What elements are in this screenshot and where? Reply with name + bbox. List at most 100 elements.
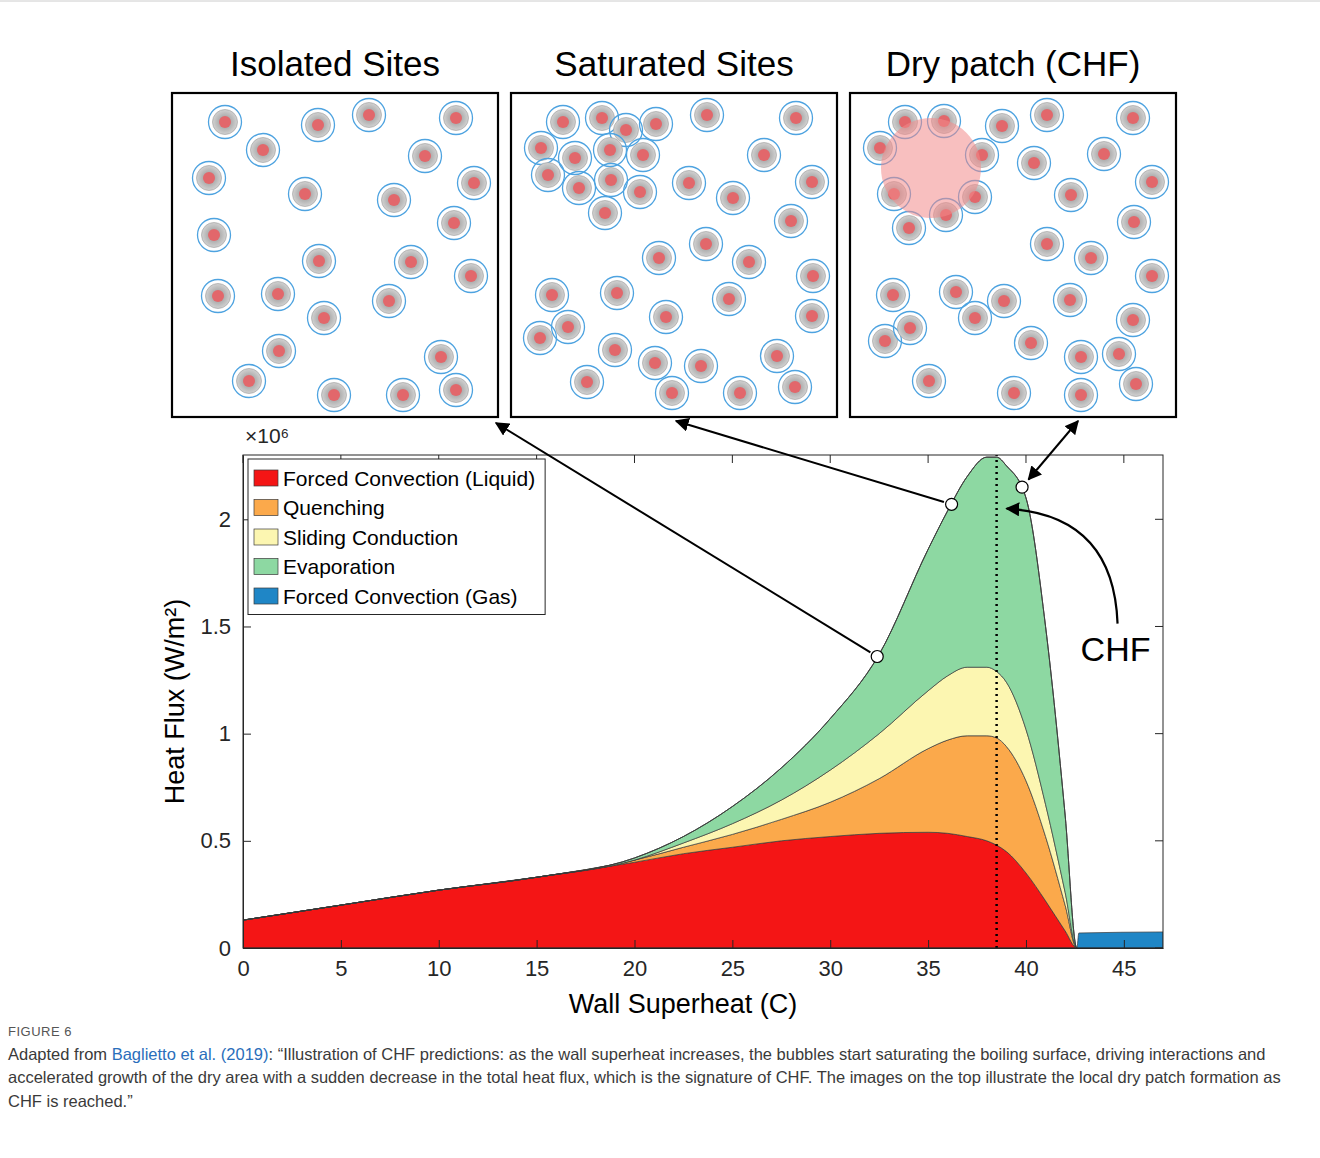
- bubble-core: [388, 194, 400, 206]
- bubble-core: [257, 144, 269, 156]
- bubble: [779, 371, 812, 404]
- bubble-ring: [458, 167, 491, 200]
- bubble-body: [614, 118, 639, 143]
- bubble: [209, 106, 242, 139]
- bubble-core: [1085, 252, 1097, 264]
- bubble: [1031, 228, 1064, 261]
- y-tick: 1: [219, 721, 251, 746]
- bubble: [685, 350, 718, 383]
- bubble-ring: [733, 246, 766, 279]
- bubble-core: [535, 142, 547, 154]
- bubble-ring: [524, 322, 557, 355]
- bubble-body: [1069, 345, 1094, 370]
- caption-prefix: Adapted from: [8, 1045, 112, 1063]
- bubble-core: [998, 295, 1010, 307]
- y-tick-mark-right: [1155, 519, 1163, 520]
- bubble-body: [528, 326, 553, 351]
- bubble-core: [299, 188, 311, 200]
- bubble: [796, 166, 829, 199]
- x-tick-label: 40: [1014, 956, 1038, 981]
- bubble-ring: [796, 166, 829, 199]
- bubble: [640, 108, 673, 141]
- panel-frame: [511, 93, 837, 417]
- bubble: [733, 246, 766, 279]
- bubble-core: [599, 207, 611, 219]
- bubble: [1054, 284, 1087, 317]
- bubble: [1136, 260, 1169, 293]
- bubble-body: [677, 171, 702, 196]
- bubble: [673, 167, 706, 200]
- y-tick-mark: [243, 841, 251, 842]
- bubble-body: [990, 114, 1015, 139]
- bubble-core: [562, 321, 574, 333]
- bubble-core: [743, 256, 755, 268]
- bubble-body: [779, 209, 804, 234]
- bubble-ring: [1065, 379, 1098, 412]
- bubble: [233, 365, 266, 398]
- bubble: [263, 335, 296, 368]
- bubble-core: [542, 169, 554, 181]
- bubble: [395, 246, 428, 279]
- bubble-ring: [1088, 138, 1121, 171]
- bubble: [589, 197, 622, 230]
- bubble: [869, 325, 902, 358]
- bubble-core: [405, 256, 417, 268]
- x-tick-label: 45: [1112, 956, 1136, 981]
- bubble-body: [1121, 106, 1146, 131]
- bubble-body: [695, 103, 720, 128]
- bubble-body: [197, 166, 222, 191]
- bubble-ring: [624, 176, 657, 209]
- arrow: [496, 423, 870, 652]
- bubble-core: [312, 119, 324, 131]
- bubble-core: [683, 177, 695, 189]
- bubbles: [193, 99, 491, 412]
- bubble-ring: [409, 140, 442, 173]
- bubble: [627, 139, 660, 172]
- bubble-body: [784, 106, 809, 131]
- bubble: [1065, 379, 1098, 412]
- y-tick-mark: [243, 626, 251, 627]
- bubble: [748, 139, 781, 172]
- x-tick-label: 30: [818, 956, 842, 981]
- bubble-core: [1113, 348, 1125, 360]
- panel-background: [511, 93, 837, 417]
- x-tick-mark: [1026, 940, 1027, 948]
- bubble-body: [1124, 372, 1149, 397]
- bubble: [624, 176, 657, 209]
- bubble-core: [318, 312, 330, 324]
- bubble-ring: [690, 228, 723, 261]
- panel: [850, 93, 1176, 417]
- bubble-ring: [455, 260, 488, 293]
- bubble-ring: [869, 325, 902, 358]
- bubble-ring: [425, 341, 458, 374]
- legend: Forced Convection (Liquid)QuenchingSlidi…: [248, 459, 545, 615]
- bubble-ring: [440, 102, 473, 135]
- legend-item: Forced Convection (Gas): [254, 585, 518, 608]
- y-tick-mark: [243, 948, 251, 949]
- bubble-body: [1122, 210, 1147, 235]
- x-tick-mark-top: [732, 455, 733, 463]
- bubble-body: [605, 281, 630, 306]
- bubble: [302, 109, 335, 142]
- panel-frame: [172, 93, 498, 417]
- bubble-body: [800, 170, 825, 195]
- bubble: [353, 99, 386, 132]
- bubble-ring: [998, 377, 1031, 410]
- bubble-ring: [639, 347, 672, 380]
- bubble-ring: [986, 110, 1019, 143]
- legend-label: Forced Convection (Gas): [283, 585, 518, 608]
- bubble: [724, 377, 757, 410]
- caption-label: FIGURE 6: [8, 1024, 1308, 1039]
- bubble-ring: [303, 245, 336, 278]
- caption-link[interactable]: Baglietto et al. (2019): [112, 1045, 269, 1063]
- bubble-core: [313, 255, 325, 267]
- bubble-body: [689, 354, 714, 379]
- bubble: [458, 167, 491, 200]
- bubble-body: [992, 289, 1017, 314]
- bubble-core: [649, 357, 661, 369]
- bubble-core: [328, 389, 340, 401]
- y-tick: 0: [219, 936, 251, 961]
- x-tick: 35: [916, 940, 940, 981]
- bubble-ring: [599, 334, 632, 367]
- bubble-body: [536, 163, 561, 188]
